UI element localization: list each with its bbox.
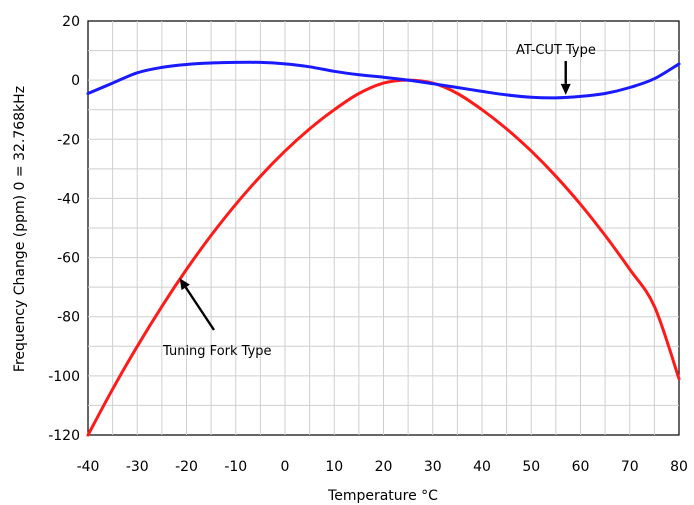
x-tick-label: -20 bbox=[175, 459, 198, 475]
series-line-tuning-fork-type bbox=[86, 78, 681, 437]
y-tick-label: -20 bbox=[57, 132, 80, 148]
x-tick-label: 50 bbox=[522, 459, 540, 475]
x-tick-label: -30 bbox=[126, 459, 149, 475]
series-layer bbox=[86, 60, 681, 437]
y-tick-label: -80 bbox=[57, 310, 80, 326]
x-tick-label: 0 bbox=[281, 459, 290, 475]
x-axis-title: Temperature °C bbox=[327, 488, 438, 504]
x-tick-label: 60 bbox=[572, 459, 590, 475]
annotation-at-cut-arrow bbox=[560, 61, 571, 95]
x-axis: -40 -30 -20 -10 0 10 20 30 40 50 60 70 80 bbox=[77, 459, 688, 475]
x-tick-label: 80 bbox=[670, 459, 688, 475]
x-tick-label: -10 bbox=[224, 459, 247, 475]
y-tick-label: 20 bbox=[62, 14, 80, 30]
x-tick-label: 40 bbox=[473, 459, 491, 475]
annotation-tuning-fork-label: Tuning Fork Type bbox=[162, 344, 272, 359]
x-tick-label: 30 bbox=[424, 459, 442, 475]
y-axis-title: Frequency Change (ppm) 0 = 32.768kHz bbox=[12, 86, 28, 372]
annotation-layer: AT-CUT Type Tuning Fork Type bbox=[162, 43, 596, 359]
y-axis: 20 0 -20 -40 -60 -80 -100 -120 bbox=[48, 14, 80, 444]
y-tick-label: -60 bbox=[57, 251, 80, 267]
x-tick-label: 10 bbox=[325, 459, 343, 475]
y-tick-label: 0 bbox=[71, 73, 80, 89]
grid bbox=[88, 21, 679, 435]
series-line-at-cut-type bbox=[86, 60, 681, 100]
y-tick-label: -100 bbox=[48, 369, 80, 385]
y-tick-label: -120 bbox=[48, 428, 80, 444]
annotation-tuning-fork-arrow bbox=[179, 278, 215, 331]
x-tick-label: 70 bbox=[621, 459, 639, 475]
annotation-at-cut-label: AT-CUT Type bbox=[516, 43, 596, 58]
x-tick-label: -40 bbox=[77, 459, 100, 475]
x-tick-label: 20 bbox=[375, 459, 393, 475]
y-tick-label: -40 bbox=[57, 191, 80, 207]
